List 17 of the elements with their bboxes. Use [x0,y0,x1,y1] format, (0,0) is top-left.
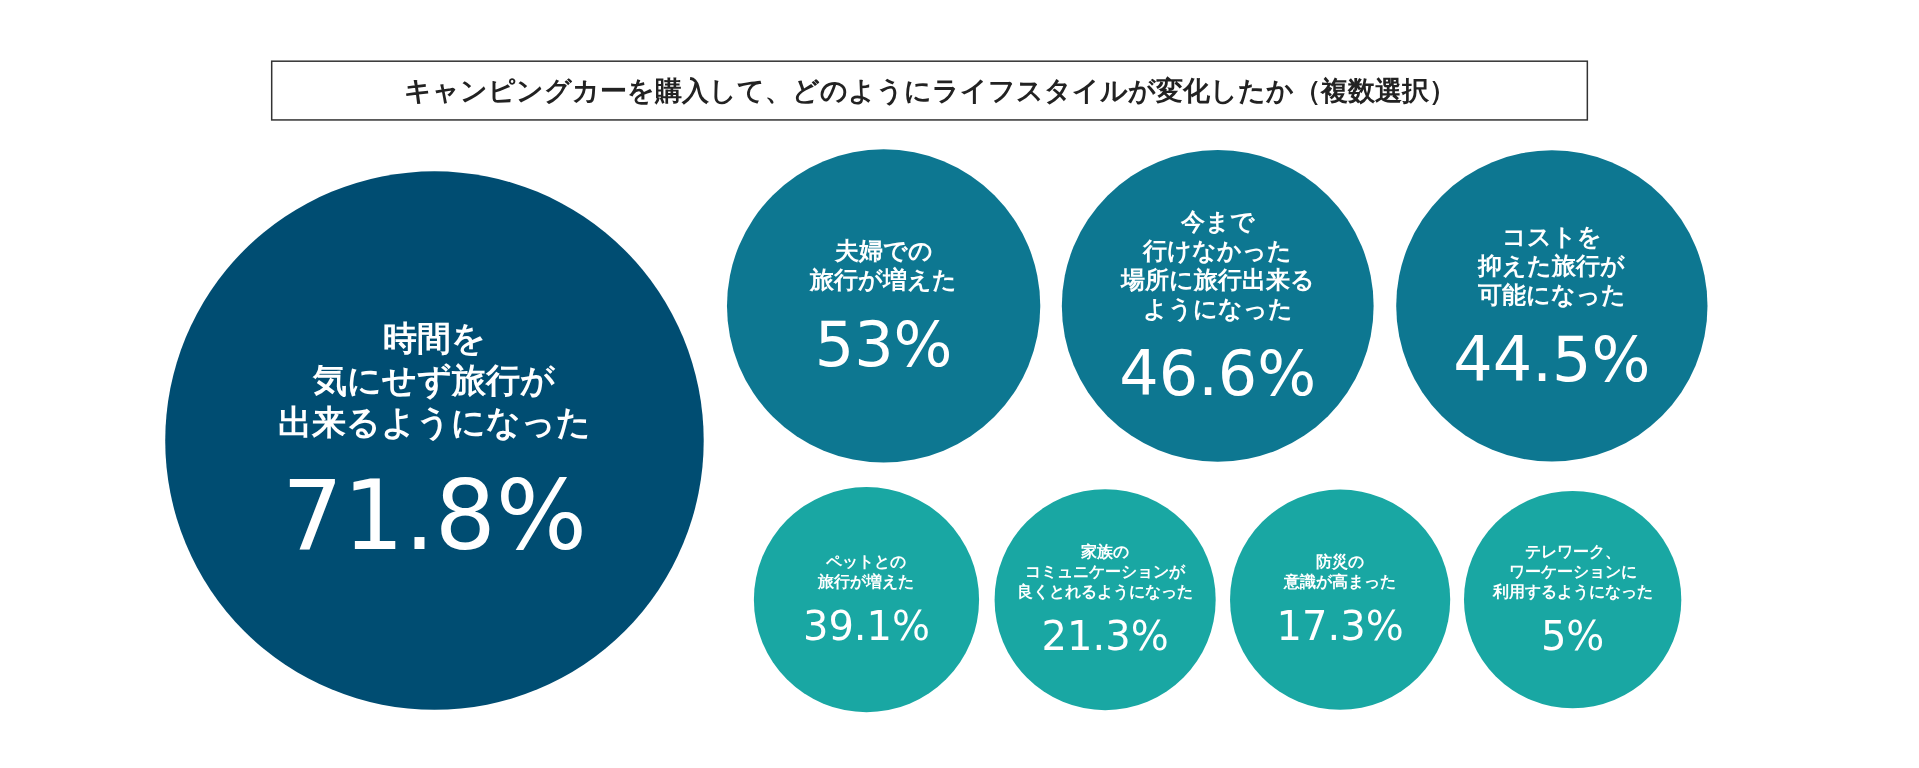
data-label: 5% [1540,613,1605,660]
category-label: ペットとの旅行が増えた [817,552,915,592]
data-label: 39.1% [802,603,931,650]
category-label: テレワーク、ワーケーションに利用するようになった [1491,542,1653,602]
text: キャンピングカーを購入して、どのようにライフスタイルが変化したか（複数選択） [403,74,1456,106]
data-label: 46.6% [1119,337,1317,411]
data-label: 44.5% [1453,322,1651,396]
category-label: 家族のコミュニケーションが良くとれるようになった [1017,542,1194,602]
data-label: 21.3% [1041,613,1169,660]
category-label: 今まで行けなかった場所に旅行出来るようになった [1119,208,1315,324]
data-label: 53% [814,308,953,382]
data-label: 17.3% [1276,603,1404,650]
category-label: 防災の意識が高まった [1283,552,1397,592]
category-label: コストを抑えた旅行が可能になった [1476,222,1626,309]
category-label: 夫婦での旅行が増えた [809,237,958,295]
category-label: 時間を気にせず旅行が出来るようになった [277,318,591,443]
data-label: 71.8% [281,460,587,573]
